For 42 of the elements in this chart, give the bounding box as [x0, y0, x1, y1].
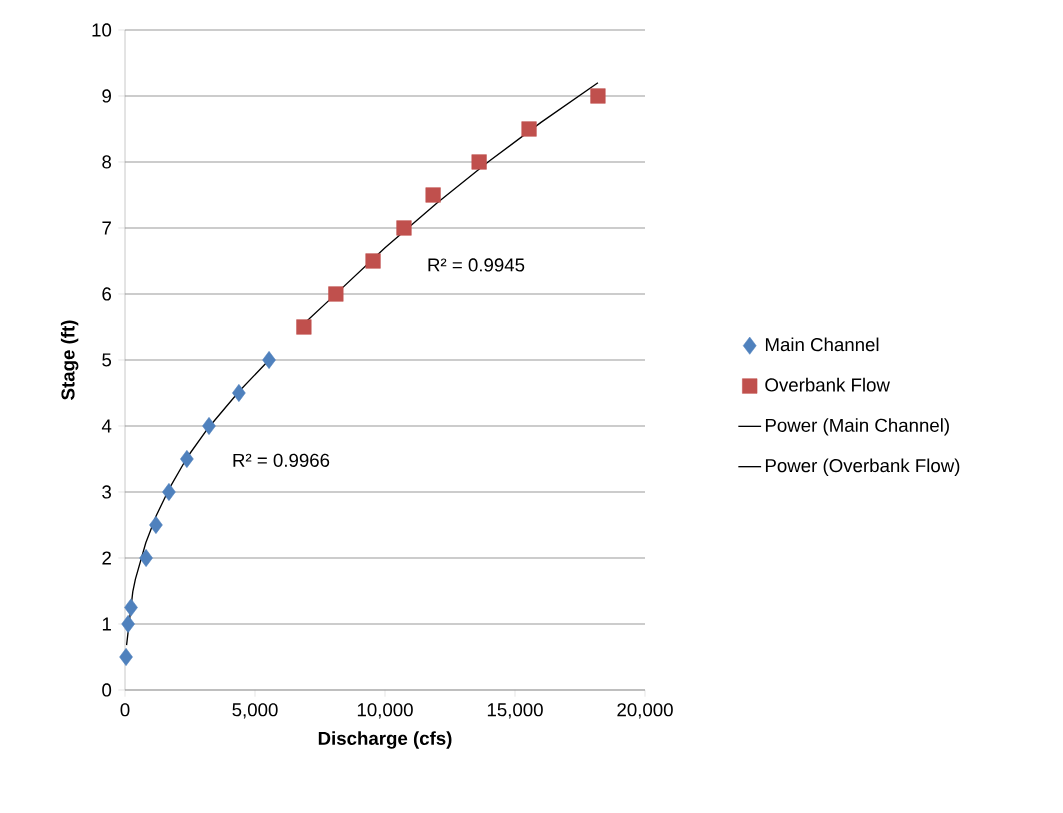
- y-tick-label: 7: [102, 221, 111, 235]
- x-tick-label: 10,000: [357, 703, 413, 719]
- point: [232, 384, 246, 402]
- y-tick-label: 4: [101, 419, 112, 433]
- y-tick-label: 6: [102, 287, 112, 301]
- point: [180, 450, 194, 468]
- point: [121, 615, 135, 633]
- legend-label: Main Channel: [765, 337, 879, 352]
- point: [328, 286, 344, 302]
- point: [365, 253, 381, 269]
- point: [590, 88, 606, 104]
- x-tick-label: 15,000: [487, 703, 543, 719]
- y-tick-label: 2: [102, 551, 111, 565]
- x-axis-title: Discharge (cfs): [318, 731, 452, 749]
- point: [396, 220, 412, 236]
- point: [262, 351, 276, 369]
- point: [162, 483, 176, 501]
- y-tick-label: 1: [102, 617, 111, 631]
- point: [296, 319, 312, 335]
- point: [521, 121, 537, 137]
- legend-label: Power (Overbank Flow): [765, 458, 960, 476]
- y-tick-label: 5: [102, 353, 112, 367]
- point: [202, 417, 216, 435]
- point: [471, 154, 487, 170]
- point: [124, 598, 138, 617]
- y-tick-label: 9: [102, 89, 111, 103]
- x-tick-label: 20,000: [617, 703, 673, 719]
- y-tick-label: 8: [102, 155, 112, 169]
- point: [139, 549, 153, 567]
- point: [149, 516, 163, 534]
- annotation: R² = 0.9945: [428, 258, 525, 272]
- legend-label: Power (Main Channel): [765, 418, 949, 436]
- point: [119, 648, 133, 666]
- y-axis-title: Stage (ft): [60, 320, 79, 400]
- y-tick-label: 3: [102, 485, 112, 499]
- x-tick-label: 5,000: [232, 703, 278, 719]
- x-tick-label: 0: [120, 703, 130, 717]
- y-tick-label: 0: [102, 683, 112, 697]
- legend-label: Overbank Flow: [765, 377, 890, 392]
- y-tick-label: 10: [92, 23, 112, 37]
- annotation: R² = 0.9966: [233, 453, 330, 467]
- point: [425, 187, 441, 203]
